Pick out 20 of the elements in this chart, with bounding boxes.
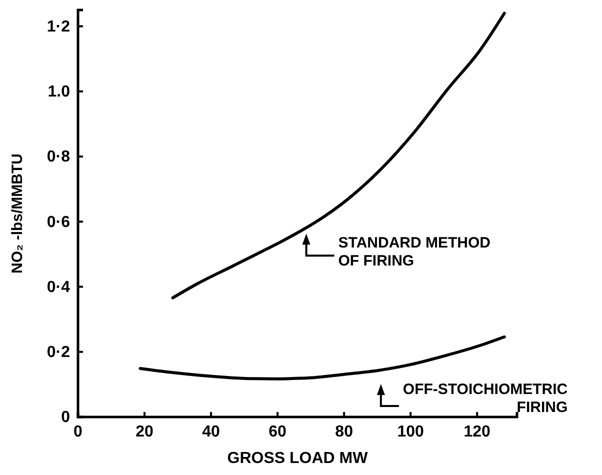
y-tick-label: 1.0 (48, 84, 70, 101)
x-tick-label: 100 (397, 423, 424, 440)
line-series (138, 335, 506, 380)
legend-label: OFF-STOICHIOMETRIC FIRING (402, 381, 568, 416)
line-series (171, 12, 506, 300)
y-axis-title: NO₂ -lbs/MMBTU (9, 154, 26, 274)
x-tick-label: 40 (202, 423, 220, 440)
x-axis-title: GROSS LOAD MW (227, 450, 369, 467)
y-tick-label: 1·2 (46, 18, 70, 36)
y-tick-label: 0·4 (46, 278, 70, 296)
y-tick-label: 0·2 (46, 344, 70, 361)
y-tick-label: 0 (61, 409, 70, 426)
x-tick-label: 120 (464, 423, 491, 440)
x-tick-label: 0 (74, 423, 83, 440)
legend-label: STANDARD METHOD OF FIRING (338, 234, 491, 270)
x-tick-label: 20 (136, 423, 154, 440)
y-tick-label: 0·6 (46, 214, 70, 231)
x-tick-label: 60 (268, 423, 287, 440)
y-tick-label: 0·8 (46, 148, 70, 166)
x-tick-label: 80 (335, 423, 354, 440)
